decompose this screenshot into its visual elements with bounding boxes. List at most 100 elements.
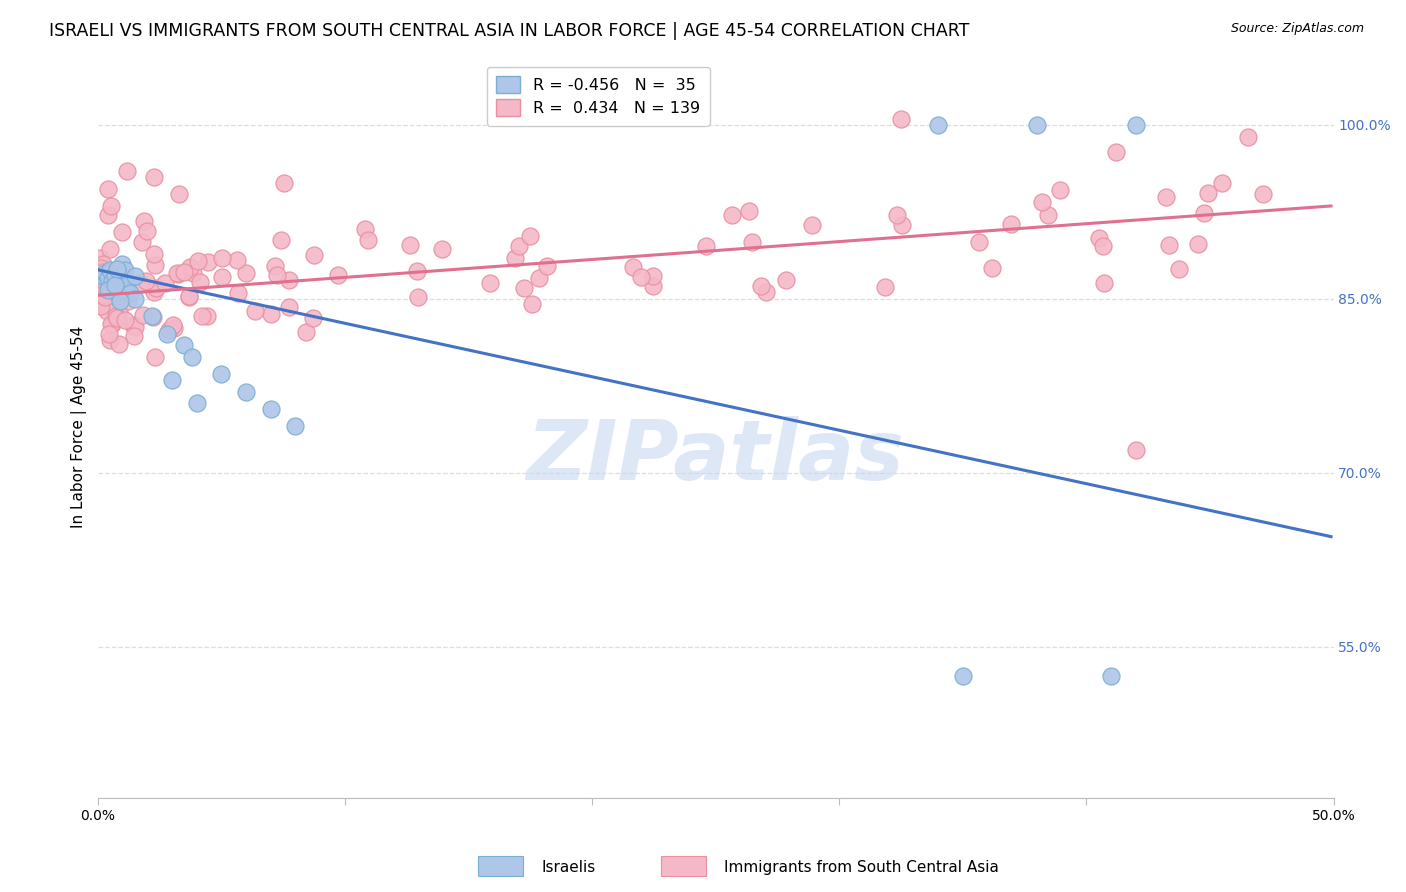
Point (121, 318, 143, 332)
Point (98, 242, 121, 256)
Point (101, 317, 124, 331)
Point (536, 260, 558, 274)
Point (98, 333, 121, 347)
Point (886, 208, 908, 222)
Point (181, 266, 204, 280)
Point (145, 281, 167, 295)
Point (93, 262, 115, 277)
Point (132, 214, 155, 228)
Text: ISRAELI VS IMMIGRANTS FROM SOUTH CENTRAL ASIA IN LABOR FORCE | AGE 45-54 CORRELA: ISRAELI VS IMMIGRANTS FROM SOUTH CENTRAL… (49, 22, 970, 40)
Point (90, 299, 112, 313)
Point (143, 350, 166, 364)
Point (94, 270, 117, 285)
Point (90, 280, 112, 294)
Point (166, 266, 188, 280)
Point (124, 268, 146, 283)
Point (1031, 195, 1053, 210)
Point (1125, 118, 1147, 132)
Point (108, 278, 131, 293)
Point (117, 277, 139, 292)
Point (1025, 118, 1047, 132)
Point (952, 669, 974, 683)
Point (91, 268, 114, 283)
Point (1253, 187, 1275, 202)
Point (160, 373, 183, 387)
Text: Israelis: Israelis (541, 860, 596, 874)
Point (1125, 442, 1147, 457)
Text: Source: ZipAtlas.com: Source: ZipAtlas.com (1230, 22, 1364, 36)
Point (177, 289, 200, 303)
Point (211, 252, 233, 266)
Point (755, 285, 778, 299)
Point (1036, 208, 1059, 222)
Point (124, 292, 146, 306)
Point (108, 268, 131, 282)
Point (643, 278, 665, 293)
Point (527, 270, 550, 285)
Point (508, 239, 530, 253)
Point (800, 219, 823, 233)
Point (399, 238, 422, 252)
Point (1099, 669, 1122, 683)
Point (226, 285, 249, 300)
Point (406, 290, 429, 304)
Point (1000, 217, 1022, 231)
Point (141, 309, 163, 323)
Point (157, 323, 180, 337)
Point (145, 258, 167, 272)
Point (188, 275, 211, 289)
Point (156, 326, 179, 341)
Point (143, 169, 166, 184)
Point (1157, 238, 1180, 252)
Point (512, 281, 534, 295)
Point (1167, 262, 1189, 277)
Point (100, 199, 122, 213)
Point (180, 350, 202, 364)
Point (302, 248, 325, 262)
Point (89, 261, 111, 276)
Point (695, 239, 717, 253)
Point (98, 327, 121, 342)
Point (104, 277, 127, 292)
Point (266, 268, 288, 283)
Point (278, 300, 301, 314)
Point (235, 266, 257, 280)
Point (108, 305, 131, 319)
Point (775, 273, 797, 287)
Point (91, 287, 114, 301)
Point (143, 285, 166, 300)
Point (235, 384, 257, 399)
Point (641, 269, 664, 284)
Point (209, 368, 232, 382)
Point (177, 290, 200, 304)
Point (117, 294, 139, 309)
Point (263, 259, 285, 273)
Point (225, 252, 247, 267)
Point (96, 278, 118, 293)
Point (104, 268, 127, 283)
Point (1236, 129, 1258, 144)
Point (621, 260, 644, 274)
Point (142, 246, 165, 260)
Point (89, 280, 111, 294)
Point (969, 235, 991, 250)
Point (1049, 183, 1071, 197)
Point (173, 265, 195, 279)
Point (115, 164, 138, 178)
Point (191, 309, 214, 323)
Point (132, 308, 155, 322)
Point (105, 311, 128, 326)
Point (94, 290, 117, 304)
Point (197, 254, 219, 268)
Legend: R = -0.456   N =  35, R =  0.434   N = 139: R = -0.456 N = 35, R = 0.434 N = 139 (486, 67, 710, 126)
Point (153, 276, 176, 290)
Point (1211, 176, 1233, 190)
Point (90, 294, 112, 309)
Point (96, 304, 118, 318)
Point (432, 242, 454, 256)
Point (980, 260, 1002, 275)
Point (135, 274, 157, 288)
Point (179, 260, 201, 275)
Point (211, 269, 233, 284)
Point (1154, 190, 1177, 204)
